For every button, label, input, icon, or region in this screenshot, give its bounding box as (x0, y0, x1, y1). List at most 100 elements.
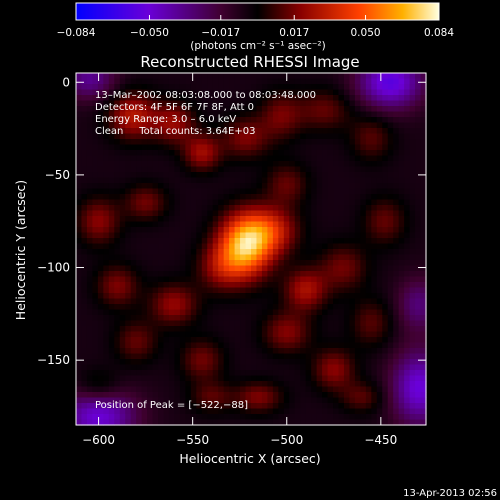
heatmap-cell (333, 232, 340, 239)
heatmap-cell (196, 243, 203, 250)
heatmap-cell (97, 232, 104, 239)
heatmap-cell (382, 117, 389, 124)
heatmap-cell (267, 309, 274, 316)
heatmap-cell (229, 89, 236, 96)
heatmap-cell (261, 359, 269, 366)
heatmap-cell (311, 150, 318, 157)
heatmap-cell (223, 337, 230, 344)
heatmap-cell (261, 293, 269, 300)
heatmap-cell (371, 177, 378, 184)
heatmap-cell (141, 100, 148, 107)
heatmap-cell (196, 331, 203, 338)
heatmap-cell (223, 254, 230, 261)
heatmap-cell (218, 144, 225, 151)
heatmap-cell (223, 183, 230, 190)
heatmap-cell (212, 227, 219, 234)
heatmap-cell (174, 414, 181, 421)
heatmap-cell (278, 348, 285, 355)
heatmap-cell (278, 293, 285, 300)
heatmap-cell (179, 232, 186, 239)
heatmap-cell (278, 260, 285, 267)
heatmap-cell (289, 282, 296, 289)
heatmap-cell (322, 419, 329, 426)
heatmap-cell (212, 199, 219, 206)
heatmap-cell (229, 408, 236, 415)
heatmap-cell (360, 375, 367, 382)
heatmap-cell (311, 84, 318, 91)
heatmap-cell (245, 210, 252, 217)
heatmap-cell (207, 89, 214, 96)
heatmap-cell (387, 287, 394, 294)
heatmap-cell (130, 166, 137, 173)
heatmap-cell (119, 326, 126, 333)
heatmap-cell (76, 84, 83, 91)
heatmap-cell (311, 89, 318, 96)
heatmap-cell (147, 309, 154, 316)
heatmap-cell (261, 364, 269, 371)
heatmap-cell (415, 364, 422, 371)
heatmap-cell (108, 392, 115, 399)
heatmap-cell (251, 364, 258, 371)
heatmap-cell (130, 227, 137, 234)
heatmap-cell (251, 359, 258, 366)
heatmap-cell (223, 172, 230, 179)
heatmap-cell (387, 210, 394, 217)
heatmap-cell (97, 188, 104, 195)
heatmap-cell (141, 106, 148, 113)
heatmap-cell (294, 232, 301, 239)
heatmap-cell (365, 243, 372, 250)
heatmap-cell (158, 265, 165, 272)
heatmap-cell (311, 199, 318, 206)
heatmap-cell (343, 309, 351, 316)
heatmap-cell (283, 408, 290, 415)
heatmap-cell (234, 337, 241, 344)
heatmap-cell (119, 238, 126, 245)
heatmap-cell (119, 188, 126, 195)
heatmap-cell (311, 271, 318, 278)
heatmap-cell (152, 265, 159, 272)
heatmap-cell (136, 375, 143, 382)
heatmap-cell (179, 199, 186, 206)
heatmap-cell (316, 243, 323, 250)
heatmap-cell (300, 238, 307, 245)
heatmap-cell (207, 298, 214, 305)
heatmap-cell (190, 315, 197, 322)
heatmap-cell (185, 337, 192, 344)
heatmap-cell (289, 298, 296, 305)
heatmap-cell (168, 205, 176, 212)
heatmap-cell (168, 364, 176, 371)
heatmap-cell (119, 276, 126, 283)
heatmap-cell (92, 144, 99, 151)
heatmap-cell (185, 414, 192, 421)
heatmap-cell (272, 100, 279, 107)
heatmap-cell (333, 304, 340, 311)
heatmap-cell (86, 183, 94, 190)
heatmap-cell (349, 309, 356, 316)
heatmap-cell (207, 155, 214, 162)
heatmap-cell (305, 161, 312, 168)
heatmap-cell (387, 205, 394, 212)
heatmap-cell (382, 331, 389, 338)
heatmap-cell (201, 364, 208, 371)
heatmap-cell (360, 364, 367, 371)
heatmap-cell (103, 238, 110, 245)
heatmap-cell (261, 183, 269, 190)
heatmap-cell (289, 199, 296, 206)
heatmap-cell (300, 364, 307, 371)
heatmap-cell (251, 194, 258, 201)
heatmap-cell (207, 320, 214, 327)
heatmap-cell (223, 100, 230, 107)
heatmap-cell (289, 117, 296, 124)
heatmap-cell (376, 155, 383, 162)
heatmap-cell (240, 375, 247, 382)
heatmap-cell (343, 188, 351, 195)
heatmap-cell (196, 89, 203, 96)
heatmap-cell (179, 133, 186, 140)
heatmap-cell (327, 326, 334, 333)
heatmap-cell (245, 265, 252, 272)
heatmap-cell (267, 73, 274, 80)
heatmap-cell (158, 73, 165, 80)
heatmap-cell (92, 320, 99, 327)
heatmap-cell (218, 342, 225, 349)
heatmap-cell (108, 166, 115, 173)
